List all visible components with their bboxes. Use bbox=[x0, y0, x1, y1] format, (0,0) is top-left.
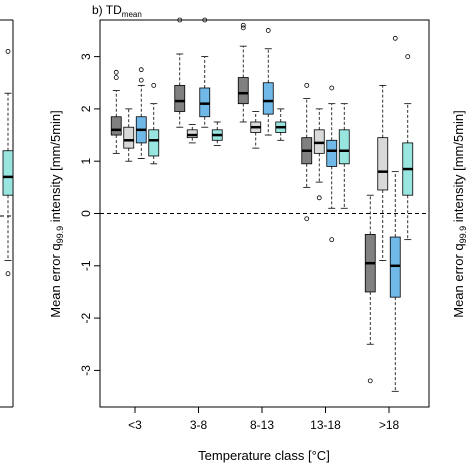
outlier-point bbox=[405, 54, 411, 60]
x-axis: <3 3-8 8-13 13-18 >18 bbox=[128, 407, 400, 432]
box-iqr bbox=[186, 129, 198, 139]
right-y-axis-title-rest: intensity [mm/5min] bbox=[451, 110, 466, 226]
outlier-point bbox=[265, 28, 271, 33]
box-4-3 bbox=[402, 54, 414, 241]
box-0-3 bbox=[148, 82, 160, 165]
x-tick-label: >18 bbox=[379, 418, 400, 432]
outlier-point bbox=[151, 82, 157, 88]
box-4-2 bbox=[389, 35, 401, 392]
box-iqr bbox=[199, 87, 211, 118]
outlier-point bbox=[316, 195, 322, 201]
outlier-point bbox=[177, 17, 183, 23]
box-iqr bbox=[338, 129, 350, 165]
y-tick-label: 1 bbox=[79, 158, 93, 165]
box-1-0 bbox=[174, 17, 186, 128]
box-iqr bbox=[174, 84, 186, 112]
box-3-2 bbox=[326, 85, 338, 243]
outlier-point bbox=[202, 17, 208, 23]
outlier-point bbox=[367, 378, 373, 384]
main-panel: b) TDmean 3 2 1 0 -1 -2 -3 <3 3-8 8-13 13-18 >18 T… bbox=[48, 3, 430, 463]
box-3-1 bbox=[313, 108, 325, 201]
outlier-point bbox=[138, 77, 144, 83]
box-0-2 bbox=[135, 67, 147, 159]
box-1-1 bbox=[186, 124, 198, 144]
box-iqr bbox=[110, 116, 122, 136]
x-tick-label: <3 bbox=[128, 418, 142, 432]
outlier-point bbox=[392, 35, 398, 41]
right-y-axis-title-subscript: 99.9 bbox=[458, 226, 468, 244]
y-axis: 3 2 1 0 -1 -2 -3 bbox=[79, 53, 100, 376]
outlier-point bbox=[5, 48, 11, 54]
box-0-1 bbox=[123, 108, 135, 162]
left-partial-panel bbox=[0, 19, 14, 408]
box-groups bbox=[110, 17, 414, 392]
y-tick-label: -3 bbox=[79, 365, 93, 376]
panel-title-subscript: mean bbox=[122, 10, 142, 19]
y-axis-title-subscript: 99.9 bbox=[55, 226, 65, 244]
box-iqr bbox=[326, 139, 338, 167]
right-y-axis-title: Mean error q99.9 intensity [mm/5min] bbox=[451, 110, 468, 318]
box-iqr bbox=[313, 129, 325, 154]
y-axis-title-rest: intensity [mm/5min] bbox=[48, 110, 63, 226]
y-tick-label: 2 bbox=[79, 105, 93, 112]
left-panel-box bbox=[2, 48, 14, 277]
outlier-point bbox=[240, 25, 246, 31]
box-iqr bbox=[262, 82, 274, 115]
box-1-2 bbox=[199, 17, 211, 128]
box-iqr bbox=[377, 137, 389, 191]
box-4-1 bbox=[377, 84, 389, 261]
outlier-point bbox=[113, 69, 119, 75]
outlier-point bbox=[329, 237, 335, 243]
box-iqr bbox=[237, 77, 249, 105]
x-tick-label: 8-13 bbox=[250, 418, 274, 432]
box-3-0 bbox=[301, 82, 313, 222]
box-2-1 bbox=[250, 111, 262, 149]
outlier-point bbox=[5, 271, 11, 277]
box-1-3 bbox=[211, 121, 223, 146]
x-tick-label: 13-18 bbox=[310, 418, 341, 432]
panel-title: b) TDmean bbox=[92, 3, 142, 19]
y-axis-title: Mean error q99.9 intensity [mm/5min] bbox=[48, 110, 65, 318]
box-2-2 bbox=[262, 28, 274, 136]
outlier-point bbox=[113, 75, 119, 80]
box-4-0 bbox=[364, 194, 376, 384]
box-iqr bbox=[389, 236, 401, 298]
outlier-point bbox=[304, 82, 310, 88]
outlier-point bbox=[329, 85, 335, 91]
box-iqr bbox=[2, 150, 14, 196]
box-2-0 bbox=[237, 22, 249, 123]
box-iqr bbox=[148, 129, 160, 157]
right-partial-panel: Mean error q99.9 intensity [mm/5min] bbox=[451, 110, 468, 318]
outlier-point bbox=[304, 216, 310, 222]
y-tick-label: -2 bbox=[79, 312, 93, 323]
y-tick-label: -1 bbox=[79, 260, 93, 271]
box-iqr bbox=[123, 126, 135, 149]
box-0-0 bbox=[110, 69, 122, 154]
box-3-3 bbox=[338, 103, 350, 209]
outlier-point bbox=[240, 22, 246, 28]
y-tick-label: 0 bbox=[79, 210, 93, 217]
y-tick-label: 3 bbox=[79, 53, 93, 60]
left-partial-box bbox=[2, 48, 14, 277]
box-2-3 bbox=[275, 108, 287, 141]
x-axis-title: Temperature class [°C] bbox=[198, 448, 330, 463]
outlier-point bbox=[138, 67, 144, 73]
x-tick-label: 3-8 bbox=[190, 418, 208, 432]
